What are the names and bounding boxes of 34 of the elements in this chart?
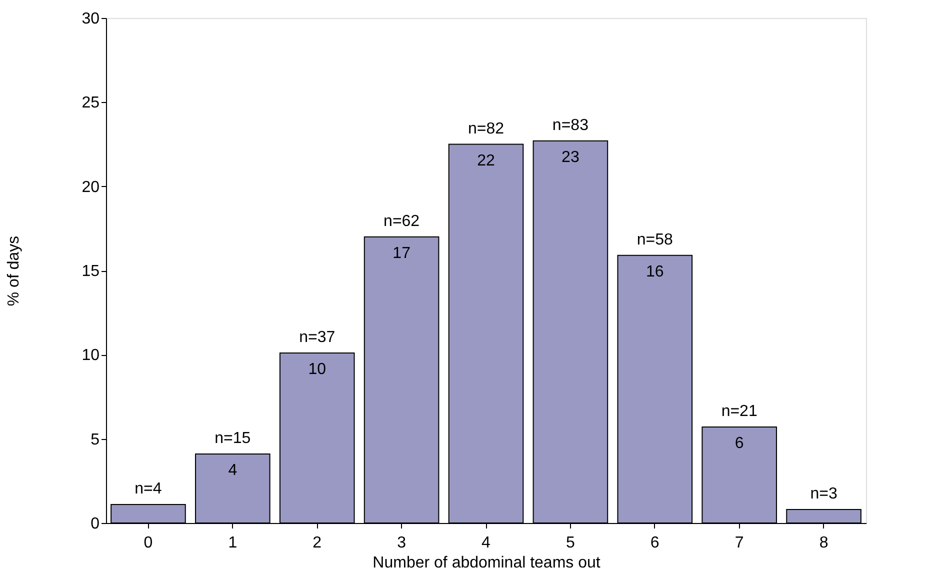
x-tick-label: 3 (397, 534, 406, 552)
data-label: 10 (308, 360, 326, 378)
y-tick-label: 5 (90, 431, 100, 448)
y-tick-label: 0 (90, 516, 100, 532)
data-label: 22 (477, 152, 495, 170)
y-tick-label: 25 (82, 94, 100, 112)
annotation: n=15 (214, 430, 251, 447)
x-tick-label: 8 (819, 534, 828, 552)
annotation: n=37 (299, 328, 336, 346)
y-tick-label: 10 (82, 347, 100, 364)
data-label: 6 (734, 435, 744, 452)
annotation: n=4 (134, 480, 162, 498)
x-tick-label: 4 (482, 534, 491, 552)
annotation: n=83 (552, 116, 589, 134)
data-label: 17 (392, 244, 411, 262)
x-tick-label: 6 (650, 534, 660, 552)
annotation: n=82 (468, 120, 504, 138)
annotation: n=62 (384, 212, 420, 230)
y-axis-title: % of days (6, 236, 23, 306)
x-tick-label: 1 (228, 534, 238, 552)
y-tick-label: 15 (82, 263, 100, 280)
data-label: 4 (228, 462, 238, 479)
x-tick-label: 5 (566, 534, 575, 552)
y-tick-label: 30 (82, 10, 100, 28)
x-tick-label: 7 (734, 534, 744, 552)
x-axis-title: Number of abdominal teams out (372, 554, 601, 572)
annotation: n=3 (810, 486, 838, 503)
y-tick-label: 20 (82, 178, 100, 196)
data-label: 16 (646, 263, 664, 280)
annotation: n=21 (721, 403, 758, 420)
annotation: n=58 (636, 231, 674, 248)
x-tick-label: 0 (144, 534, 153, 552)
data-label: 23 (562, 148, 580, 166)
x-tick-label: 2 (312, 534, 322, 552)
